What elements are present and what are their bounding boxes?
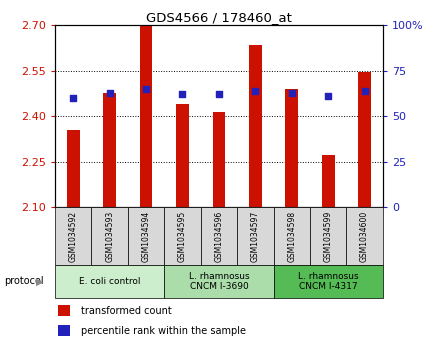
Bar xyxy=(164,207,201,265)
Text: GSM1034597: GSM1034597 xyxy=(251,210,260,262)
Bar xyxy=(322,155,334,207)
Text: L. rhamnosus
CNCM I-4317: L. rhamnosus CNCM I-4317 xyxy=(298,272,359,291)
Bar xyxy=(201,207,237,265)
Point xyxy=(70,95,77,101)
Bar xyxy=(55,207,92,265)
Point xyxy=(252,88,259,94)
Text: E. coli control: E. coli control xyxy=(79,277,140,286)
Text: GSM1034596: GSM1034596 xyxy=(214,210,224,262)
Text: GSM1034600: GSM1034600 xyxy=(360,210,369,262)
Bar xyxy=(139,25,152,207)
Bar xyxy=(176,104,189,207)
Point xyxy=(216,91,223,97)
Point xyxy=(288,90,295,95)
Text: L. rhamnosus
CNCM I-3690: L. rhamnosus CNCM I-3690 xyxy=(189,272,249,291)
Bar xyxy=(164,265,274,298)
Bar xyxy=(274,207,310,265)
Bar xyxy=(55,265,164,298)
Bar xyxy=(67,130,80,207)
Text: GSM1034594: GSM1034594 xyxy=(142,210,150,262)
Text: GSM1034595: GSM1034595 xyxy=(178,210,187,262)
Text: ▶: ▶ xyxy=(36,276,44,286)
Point xyxy=(143,86,150,92)
Bar xyxy=(58,305,70,317)
Text: protocol: protocol xyxy=(4,276,44,286)
Bar xyxy=(103,94,116,207)
Bar xyxy=(358,72,371,207)
Point xyxy=(179,91,186,97)
Text: GSM1034592: GSM1034592 xyxy=(69,211,78,261)
Bar xyxy=(58,325,70,337)
Text: GSM1034598: GSM1034598 xyxy=(287,211,296,261)
Text: GSM1034599: GSM1034599 xyxy=(324,210,333,262)
Bar xyxy=(237,207,274,265)
Bar xyxy=(92,207,128,265)
Bar xyxy=(286,89,298,207)
Point xyxy=(106,90,113,95)
Point xyxy=(325,93,332,99)
Bar xyxy=(310,207,346,265)
Title: GDS4566 / 178460_at: GDS4566 / 178460_at xyxy=(146,11,292,24)
Bar xyxy=(213,112,225,207)
Bar xyxy=(249,45,262,207)
Bar xyxy=(346,207,383,265)
Point xyxy=(361,88,368,94)
Bar xyxy=(128,207,164,265)
Text: percentile rank within the sample: percentile rank within the sample xyxy=(81,326,246,336)
Text: GSM1034593: GSM1034593 xyxy=(105,210,114,262)
Bar xyxy=(274,265,383,298)
Text: transformed count: transformed count xyxy=(81,306,172,316)
